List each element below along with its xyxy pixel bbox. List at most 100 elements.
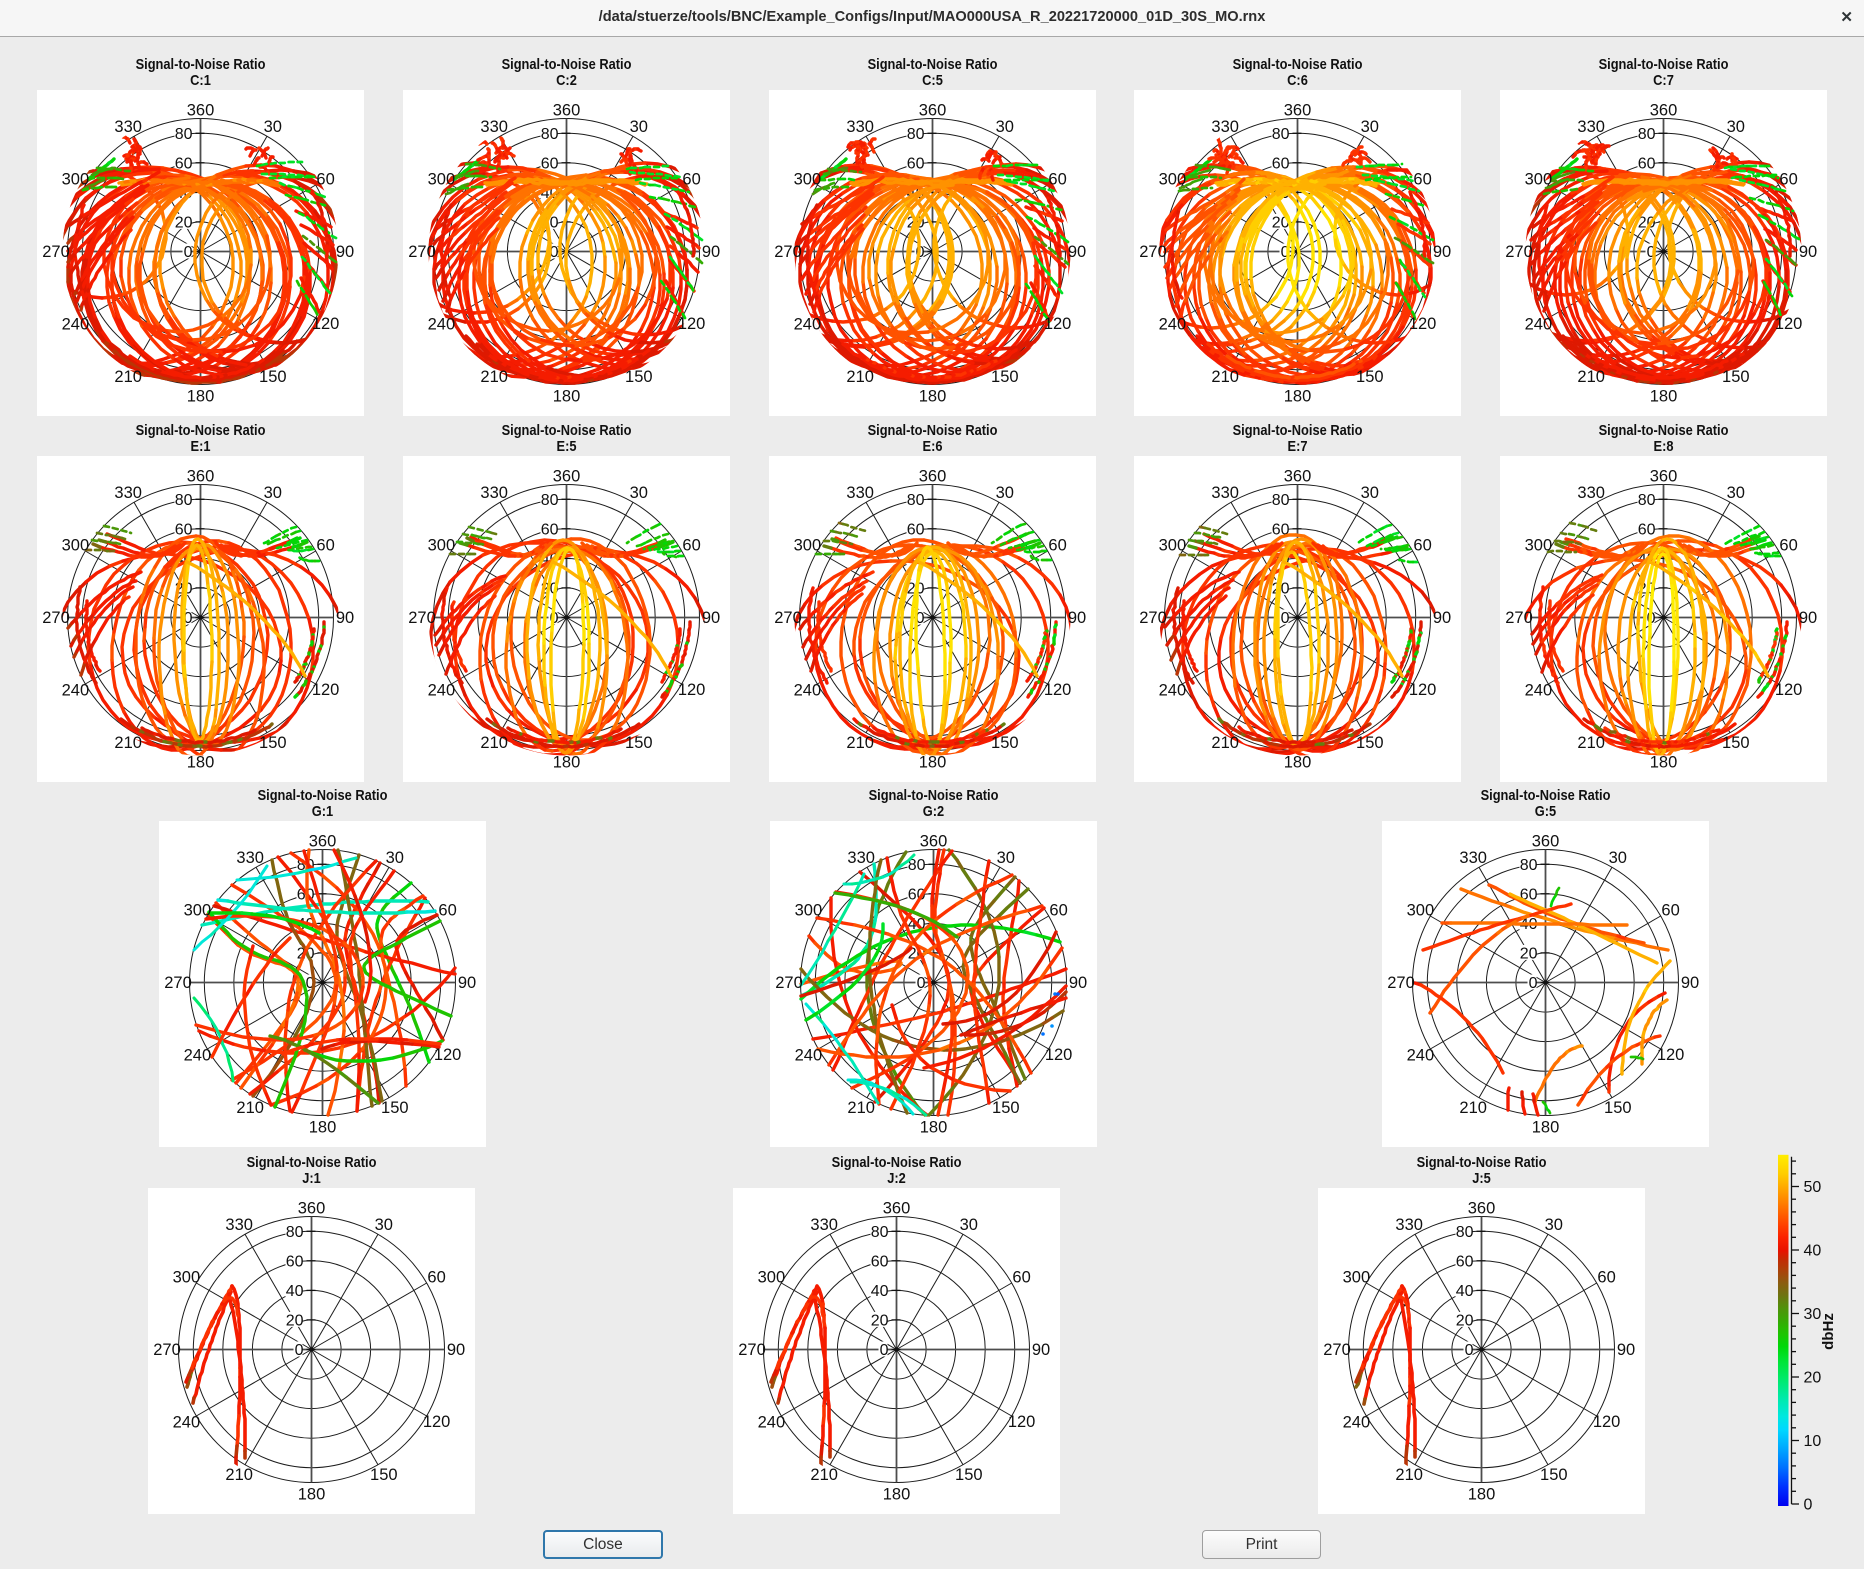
- svg-text:120: 120: [1593, 1413, 1621, 1431]
- svg-text:80: 80: [1638, 492, 1656, 509]
- svg-text:240: 240: [428, 315, 456, 333]
- svg-text:360: 360: [1532, 832, 1560, 850]
- svg-text:270: 270: [408, 609, 436, 627]
- svg-text:180: 180: [1650, 753, 1678, 771]
- svg-text:120: 120: [422, 1413, 450, 1431]
- svg-text:150: 150: [1356, 734, 1384, 752]
- svg-text:60: 60: [427, 1269, 445, 1287]
- svg-text:270: 270: [1139, 243, 1167, 261]
- svg-text:210: 210: [1577, 734, 1605, 752]
- svg-text:120: 120: [1775, 315, 1803, 333]
- svg-text:0: 0: [1465, 1342, 1474, 1359]
- svg-text:360: 360: [1284, 102, 1312, 120]
- svg-text:360: 360: [553, 467, 581, 485]
- svg-text:360: 360: [920, 832, 948, 850]
- svg-text:210: 210: [114, 368, 142, 386]
- svg-text:120: 120: [1409, 315, 1437, 333]
- svg-text:240: 240: [1525, 315, 1553, 333]
- svg-text:0: 0: [880, 1342, 889, 1359]
- svg-text:0: 0: [915, 610, 924, 627]
- svg-text:330: 330: [480, 118, 508, 136]
- svg-text:120: 120: [1008, 1413, 1036, 1431]
- svg-text:120: 120: [1043, 681, 1071, 699]
- svg-text:60: 60: [1272, 521, 1290, 538]
- svg-text:120: 120: [1775, 681, 1803, 699]
- svg-text:90: 90: [336, 609, 354, 627]
- svg-text:300: 300: [758, 1269, 786, 1287]
- svg-text:60: 60: [1661, 901, 1679, 919]
- svg-text:120: 120: [1043, 315, 1071, 333]
- svg-text:30: 30: [995, 118, 1013, 136]
- svg-text:300: 300: [793, 536, 821, 554]
- svg-text:300: 300: [795, 901, 823, 919]
- svg-text:30: 30: [1727, 118, 1745, 136]
- svg-text:120: 120: [1045, 1046, 1073, 1064]
- svg-text:20: 20: [1804, 1370, 1822, 1387]
- svg-text:30: 30: [995, 484, 1013, 502]
- svg-text:90: 90: [1433, 609, 1451, 627]
- svg-text:330: 330: [114, 484, 142, 502]
- svg-text:80: 80: [541, 492, 559, 509]
- svg-text:40: 40: [871, 1283, 889, 1300]
- svg-text:120: 120: [1657, 1046, 1685, 1064]
- svg-text:330: 330: [810, 1216, 838, 1234]
- svg-text:240: 240: [758, 1413, 786, 1431]
- svg-text:180: 180: [1532, 1118, 1560, 1136]
- svg-text:10: 10: [1804, 1433, 1822, 1450]
- svg-text:150: 150: [625, 734, 653, 752]
- svg-text:150: 150: [1356, 368, 1384, 386]
- svg-text:80: 80: [285, 1224, 303, 1241]
- svg-text:20: 20: [1520, 945, 1538, 962]
- svg-text:210: 210: [236, 1099, 264, 1117]
- svg-text:330: 330: [1211, 118, 1239, 136]
- svg-text:50: 50: [1804, 1179, 1822, 1196]
- svg-text:120: 120: [312, 681, 340, 699]
- svg-text:0: 0: [917, 975, 926, 992]
- svg-text:20: 20: [1456, 1312, 1474, 1329]
- svg-text:40: 40: [285, 1283, 303, 1300]
- svg-text:300: 300: [793, 171, 821, 189]
- svg-text:20: 20: [285, 1312, 303, 1329]
- svg-text:240: 240: [428, 681, 456, 699]
- svg-text:180: 180: [553, 388, 581, 406]
- svg-text:270: 270: [42, 243, 70, 261]
- svg-text:80: 80: [1456, 1224, 1474, 1241]
- svg-text:0: 0: [1281, 244, 1290, 261]
- svg-text:60: 60: [1779, 171, 1797, 189]
- svg-text:150: 150: [1722, 734, 1750, 752]
- svg-text:90: 90: [1433, 243, 1451, 261]
- svg-text:270: 270: [1505, 609, 1533, 627]
- svg-text:300: 300: [428, 536, 456, 554]
- svg-text:0: 0: [1528, 975, 1537, 992]
- svg-text:180: 180: [920, 1118, 948, 1136]
- svg-text:60: 60: [438, 901, 456, 919]
- svg-text:270: 270: [153, 1341, 181, 1359]
- svg-text:360: 360: [1284, 467, 1312, 485]
- svg-text:210: 210: [480, 734, 508, 752]
- svg-text:80: 80: [1638, 126, 1656, 143]
- svg-text:60: 60: [1638, 521, 1656, 538]
- svg-text:30: 30: [630, 118, 648, 136]
- svg-text:270: 270: [738, 1341, 766, 1359]
- svg-text:120: 120: [678, 315, 706, 333]
- svg-text:60: 60: [1012, 1269, 1030, 1287]
- svg-text:20: 20: [1272, 214, 1290, 231]
- svg-text:300: 300: [1159, 171, 1187, 189]
- svg-text:60: 60: [1272, 155, 1290, 172]
- svg-text:300: 300: [62, 171, 90, 189]
- svg-text:240: 240: [62, 315, 90, 333]
- svg-text:30: 30: [1361, 118, 1379, 136]
- svg-text:80: 80: [541, 126, 559, 143]
- svg-text:180: 180: [1284, 388, 1312, 406]
- svg-text:360: 360: [309, 832, 337, 850]
- svg-text:270: 270: [774, 243, 802, 261]
- svg-text:60: 60: [682, 171, 700, 189]
- svg-text:20: 20: [1638, 214, 1656, 231]
- svg-text:180: 180: [918, 753, 946, 771]
- svg-text:30: 30: [264, 118, 282, 136]
- svg-text:330: 330: [114, 118, 142, 136]
- svg-text:240: 240: [1406, 1046, 1434, 1064]
- svg-text:300: 300: [1525, 171, 1553, 189]
- svg-text:30: 30: [385, 849, 403, 867]
- svg-text:90: 90: [1069, 974, 1087, 992]
